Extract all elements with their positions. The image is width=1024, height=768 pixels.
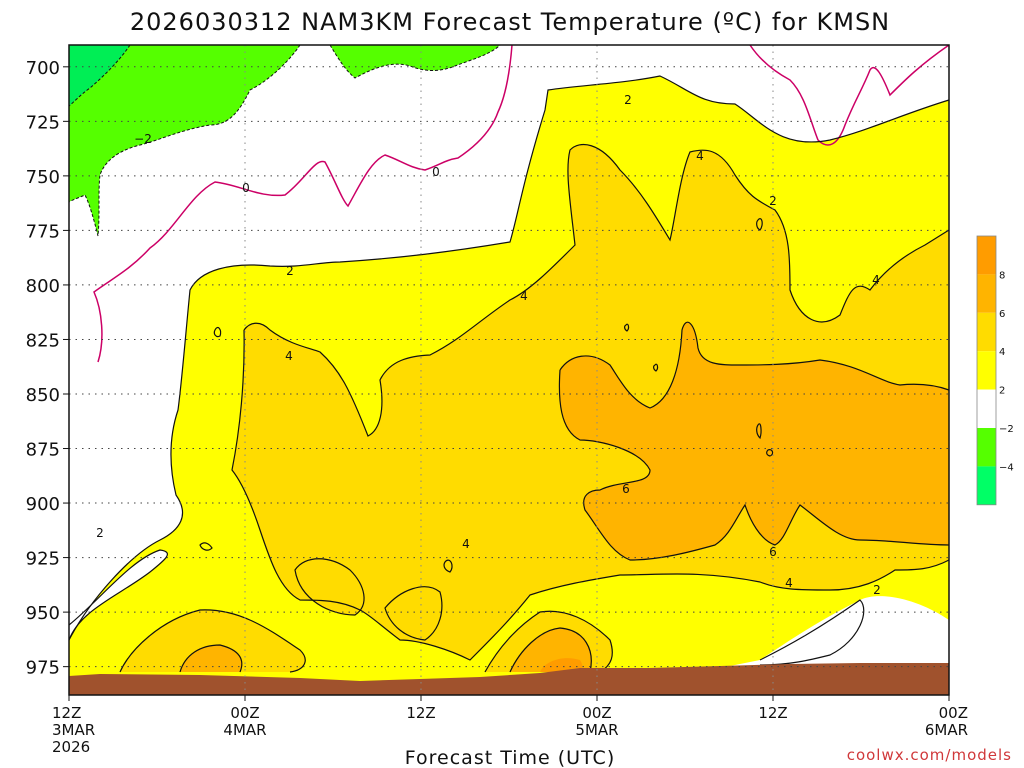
legend-tick-label: −4 — [999, 462, 1014, 473]
y-tick-label: 775 — [26, 221, 60, 242]
fill-bright-green-corner — [69, 45, 130, 106]
contour-label: 2 — [624, 93, 632, 107]
zero-isotherm-east — [749, 44, 950, 146]
fill-6-to-8-east — [559, 322, 949, 560]
legend-swatch — [977, 466, 996, 505]
x-tick-label: 3MAR — [52, 721, 95, 739]
x-tick-label: 00Z — [230, 704, 259, 722]
x-tick-label: 00Z — [582, 704, 611, 722]
dashed-contours — [68, 44, 501, 237]
credit-text: coolwx.com/models — [847, 746, 1012, 764]
legend-swatch — [977, 312, 996, 352]
x-tick-label: 4MAR — [223, 721, 266, 739]
contour-label: 2 — [769, 194, 777, 208]
x-tick-label: 12Z — [406, 704, 435, 722]
contour-label: 0 — [432, 165, 440, 179]
legend-swatch — [977, 236, 996, 275]
fill-white-lower-left — [69, 550, 168, 640]
contour-label: 6 — [622, 482, 630, 496]
x-tick-label: 12Z — [758, 704, 787, 722]
legend-tick-label: 8 — [999, 270, 1005, 281]
zero-isotherm — [93, 44, 513, 363]
fill-8-plus-south — [540, 658, 583, 672]
x-tick-label: 2026 — [52, 738, 90, 756]
x-tick-label: 5MAR — [575, 721, 618, 739]
legend-swatch — [977, 274, 996, 313]
contour-label: 4 — [785, 576, 793, 590]
y-tick-label: 950 — [26, 603, 60, 624]
legend-tick-label: −2 — [999, 424, 1014, 435]
legend-tick-label: 4 — [999, 347, 1005, 358]
gridlines — [69, 45, 949, 695]
y-tick-label: 725 — [26, 112, 60, 133]
color-legend: 8 6 4 2 −2 −4 — [976, 235, 1014, 506]
x-tick-label: 00Z — [939, 704, 968, 722]
contour-label: 4 — [462, 537, 470, 551]
y-tick-label: 875 — [26, 440, 60, 461]
contour-label: −2 — [134, 132, 152, 146]
y-tick-label: 800 — [26, 276, 60, 297]
plot-frame — [68, 44, 950, 696]
contour-label: 6 — [769, 545, 777, 559]
legend-frame — [976, 235, 997, 506]
contour-label: 2 — [96, 526, 104, 540]
y-tick-label: 750 — [26, 167, 60, 188]
y-tick-label: 825 — [26, 330, 60, 351]
contour-label: 4 — [696, 149, 704, 163]
fill-4-to-6-blob-2 — [385, 586, 442, 640]
legend-swatch — [977, 389, 996, 428]
x-tick-label: 12Z — [52, 704, 81, 722]
y-tick-label: 700 — [26, 58, 60, 79]
y-tick-label: 925 — [26, 549, 60, 570]
legend-tick-label: 2 — [999, 386, 1005, 397]
plot-area: 2 −2 0 2 4 4 6 6 4 4 2 2 4 0 2 4 — [68, 44, 950, 696]
y-tick-label: 975 — [26, 658, 60, 679]
x-axis-label: Forecast Time (UTC) — [405, 747, 615, 768]
contour-label: 0 — [242, 181, 250, 195]
contour-label: 2 — [873, 583, 881, 597]
x-tick-label: 6MAR — [925, 721, 968, 739]
y-tick-label: 900 — [26, 494, 60, 515]
y-axis: 700 725 750 775 800 825 850 875 900 925 950 975 — [26, 58, 69, 679]
y-tick-label: 850 — [26, 385, 60, 406]
contour-label: 4 — [285, 349, 293, 363]
contour-label: 4 — [872, 273, 880, 287]
black-contours — [68, 75, 950, 673]
contour-label: 2 — [286, 264, 294, 278]
legend-tick-label: 6 — [999, 309, 1005, 320]
contour-labels: 2 −2 0 2 4 4 6 6 4 4 2 2 4 0 2 4 — [96, 93, 881, 597]
contour-label: 4 — [520, 289, 528, 303]
ground-terrain — [69, 663, 949, 695]
chart-title: 2026030312 NAM3KM Forecast Temperature (… — [130, 8, 890, 36]
legend-swatch — [977, 351, 996, 390]
legend-swatch — [977, 428, 996, 467]
fill-white-lower-right — [760, 600, 864, 665]
fill-green-upper-left — [69, 45, 300, 236]
fill-4-to-6-sw — [120, 609, 306, 672]
fill-4-to-6-blob-1 — [295, 558, 365, 615]
fill-green-top-middle — [330, 45, 500, 78]
